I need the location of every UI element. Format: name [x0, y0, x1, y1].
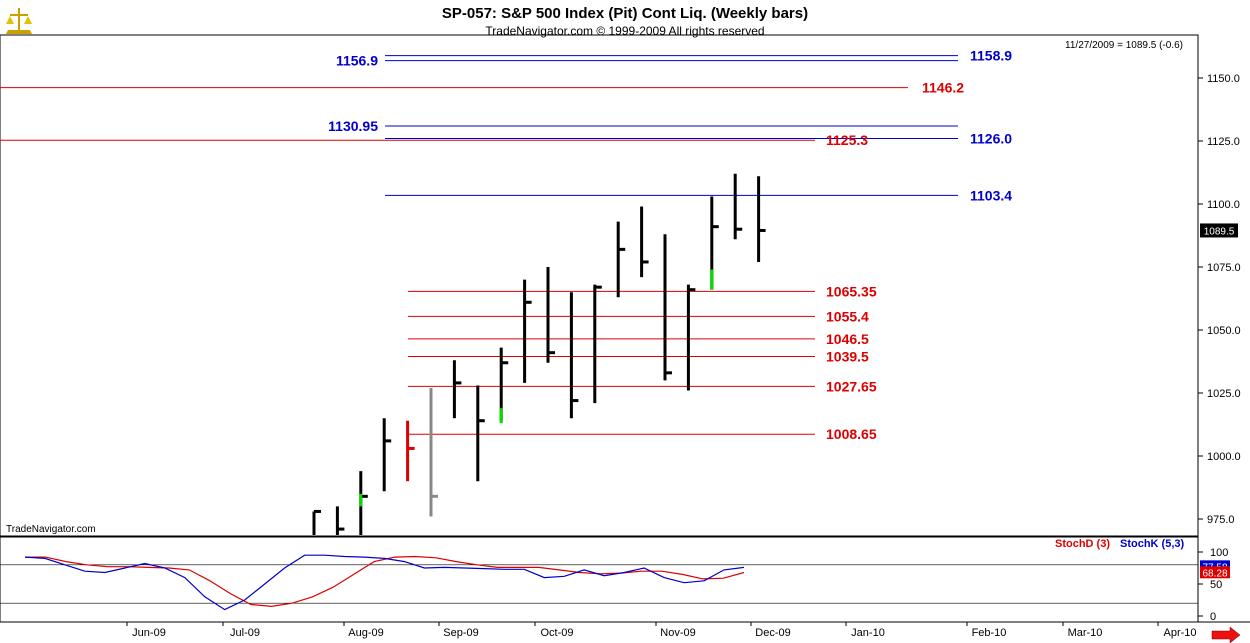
scales-icon [6, 8, 32, 34]
month-label: Aug-09 [348, 627, 383, 639]
price-tick-label: 1125.0 [1207, 136, 1240, 148]
ohlc-bar [452, 360, 462, 419]
price-axis-ticks: 1150.0 1125.0 1100.0 1075.0 1050.0 1025.0 1000… [1198, 73, 1241, 526]
legend-stochd: StochD (3) [1055, 538, 1110, 550]
ohlc-bar [757, 176, 766, 262]
level-label: 1046.5 [826, 331, 869, 347]
stoch-tick-label: 100 [1210, 547, 1228, 559]
month-label: Feb-10 [972, 627, 1007, 639]
level-label: 1156.9 [336, 53, 378, 69]
ohlc-bar [523, 279, 532, 383]
stoch-axis-ticks: 100 50 0 [1198, 547, 1228, 623]
price-tick-label: 1100.0 [1207, 199, 1240, 211]
ohlc-bar [335, 506, 345, 535]
month-label: Sep-09 [443, 627, 478, 639]
ohlc-bar [616, 221, 626, 298]
level-label: 1158.9 [970, 48, 1012, 64]
time-axis: Jun-09 Jul-09 Aug-09 Sep-09 Oct-09 Nov-09 Dec-… [126, 622, 1197, 639]
level-label: 1039.5 [826, 348, 869, 364]
watermark: TradeNavigator.com [6, 524, 96, 535]
current-price-box [1200, 223, 1238, 238]
stoch-legend: StochD (3) StochK (5,3) [1055, 538, 1185, 550]
price-pane-frame [0, 34, 1199, 537]
month-label: Oct-09 [540, 627, 573, 639]
ohlc-bar [382, 418, 392, 492]
level-lines: 1158.9 1156.9 1146.2 1130.95 1126.0 1125.3 110… [0, 48, 1012, 442]
ohlc-bar [663, 234, 672, 381]
price-tick-label: 1150.0 [1207, 73, 1240, 85]
ohlc-bar [406, 420, 415, 482]
month-label: Dec-09 [755, 627, 790, 639]
ohlc-bar [312, 509, 321, 535]
ohlc-bars [312, 173, 766, 535]
month-label: Jun-09 [132, 627, 166, 639]
price-tick-label: 975.0 [1207, 514, 1235, 526]
level-label: 1125.3 [826, 132, 868, 148]
price-tick-label: 1050.0 [1207, 325, 1241, 337]
level-label: 1055.4 [826, 308, 869, 324]
ohlc-bar [476, 385, 485, 482]
price-tick-label: 1000.0 [1207, 451, 1241, 463]
month-label: Nov-09 [660, 627, 695, 639]
level-label: 1027.65 [826, 378, 877, 394]
price-axis [1198, 35, 1250, 536]
ohlc-bar [733, 173, 743, 240]
month-label: Jan-10 [851, 627, 885, 639]
chart-subtitle: TradeNavigator.com © 1999-2009 All right… [485, 24, 764, 38]
chart-title: SP-057: S&P 500 Index (Pit) Cont Liq. (W… [442, 5, 808, 22]
price-tick-label: 1025.0 [1207, 388, 1241, 400]
current-price-box: 1089.5 [1200, 223, 1238, 238]
price-tick-label: 1075.0 [1207, 262, 1241, 274]
month-label: Mar-10 [1068, 627, 1103, 639]
stoch-tick-label: 0 [1210, 611, 1216, 623]
ohlc-bar [640, 206, 649, 278]
level-label: 1126.0 [970, 130, 1012, 146]
level-label: 1130.95 [328, 118, 378, 134]
ohlc-bar [546, 267, 555, 363]
scroll-right-arrow[interactable] [1211, 626, 1241, 643]
ohlc-bar [686, 284, 696, 391]
month-label: Apr-10 [1163, 627, 1196, 639]
level-label: 1103.4 [970, 187, 1012, 203]
ohlc-bar [569, 292, 579, 419]
last-quote: 11/27/2009 = 1089.5 (-0.6) [1065, 40, 1183, 51]
ohlc-bar [429, 387, 438, 517]
level-label: 1146.2 [922, 80, 964, 96]
stoch-k-line [24, 554, 745, 611]
stoch-value-label: 68.28 [1202, 568, 1227, 579]
level-label: 1065.35 [826, 283, 877, 299]
stoch-value-box [1200, 566, 1230, 579]
ohlc-bar [593, 284, 602, 404]
month-label: Jul-09 [230, 627, 260, 639]
stoch-pane-frame [0, 536, 1199, 623]
current-price-label: 1089.5 [1204, 226, 1235, 237]
stoch-lines: 77.5868.28 [0, 554, 1230, 611]
stoch-tick-label: 50 [1210, 579, 1222, 591]
level-label: 1008.65 [826, 426, 877, 442]
legend-stochk: StochK (5,3) [1120, 538, 1185, 550]
